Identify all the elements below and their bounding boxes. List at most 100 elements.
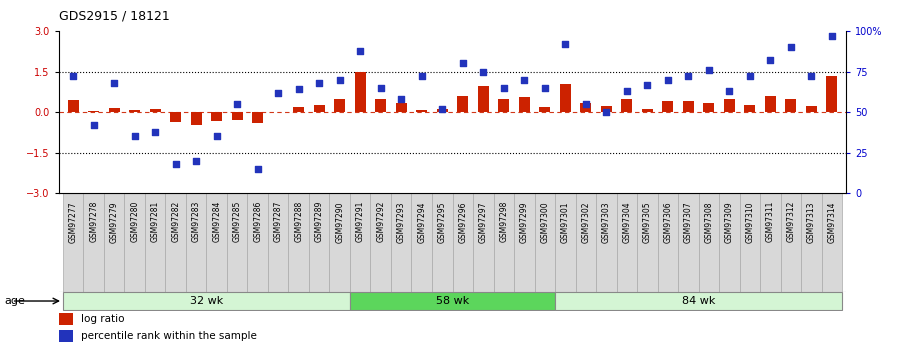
Point <box>168 161 183 167</box>
Text: 84 wk: 84 wk <box>681 296 715 306</box>
Bar <box>519 97 530 112</box>
Point <box>804 74 818 79</box>
Bar <box>416 110 427 112</box>
Point <box>824 33 839 39</box>
Point <box>578 101 593 107</box>
Point <box>538 85 552 91</box>
Bar <box>822 193 842 292</box>
Text: GSM97305: GSM97305 <box>643 201 652 243</box>
Bar <box>109 108 119 112</box>
Text: GSM97291: GSM97291 <box>356 201 365 243</box>
Bar <box>355 71 366 112</box>
Bar <box>166 193 186 292</box>
Bar <box>334 99 346 112</box>
Bar <box>252 112 263 123</box>
Bar <box>678 193 699 292</box>
Bar <box>88 111 100 112</box>
Bar <box>559 84 571 112</box>
Text: GSM97280: GSM97280 <box>130 201 139 243</box>
Bar <box>616 193 637 292</box>
Bar <box>59 313 73 325</box>
Bar <box>662 101 673 112</box>
Text: GSM97310: GSM97310 <box>746 201 754 243</box>
Point <box>681 74 696 79</box>
Bar <box>63 193 83 292</box>
Bar <box>601 106 612 112</box>
Point <box>353 48 367 53</box>
Text: GSM97302: GSM97302 <box>581 201 590 243</box>
Bar <box>186 193 206 292</box>
Bar <box>149 109 161 112</box>
Bar <box>145 193 166 292</box>
Bar <box>170 112 181 122</box>
Text: GSM97314: GSM97314 <box>827 201 836 243</box>
Text: GSM97279: GSM97279 <box>110 201 119 243</box>
Bar <box>412 193 432 292</box>
Text: GSM97296: GSM97296 <box>458 201 467 243</box>
Text: GSM97285: GSM97285 <box>233 201 242 243</box>
Bar <box>370 193 391 292</box>
Point <box>128 134 142 139</box>
Text: GSM97304: GSM97304 <box>623 201 632 243</box>
Bar <box>314 105 325 112</box>
Point <box>435 106 450 112</box>
Point <box>640 82 654 87</box>
Text: GSM97303: GSM97303 <box>602 201 611 243</box>
Point <box>312 80 327 86</box>
Text: GSM97292: GSM97292 <box>376 201 386 243</box>
Text: GSM97281: GSM97281 <box>151 201 159 242</box>
Bar <box>350 193 370 292</box>
Bar <box>555 193 576 292</box>
Bar <box>801 193 822 292</box>
Text: GSM97293: GSM97293 <box>396 201 405 243</box>
Bar <box>432 193 452 292</box>
Bar <box>375 99 386 112</box>
Text: GSM97301: GSM97301 <box>561 201 570 243</box>
Bar <box>247 193 268 292</box>
Bar <box>350 293 555 309</box>
Point <box>455 61 470 66</box>
Text: GSM97278: GSM97278 <box>90 201 98 243</box>
Bar <box>211 112 223 121</box>
Point <box>414 74 429 79</box>
Text: GSM97300: GSM97300 <box>540 201 549 243</box>
Text: age: age <box>5 296 25 306</box>
Bar <box>765 96 776 112</box>
Bar <box>473 193 493 292</box>
Text: GSM97284: GSM97284 <box>212 201 221 243</box>
Bar <box>498 99 510 112</box>
Bar <box>493 193 514 292</box>
Point <box>374 85 388 91</box>
Bar <box>391 193 412 292</box>
Bar <box>719 193 739 292</box>
Text: GSM97290: GSM97290 <box>335 201 344 243</box>
Text: GSM97294: GSM97294 <box>417 201 426 243</box>
Bar <box>452 193 473 292</box>
Bar <box>83 193 104 292</box>
Text: GSM97299: GSM97299 <box>519 201 529 243</box>
Bar <box>555 293 842 309</box>
Point <box>107 80 121 86</box>
Text: GDS2915 / 18121: GDS2915 / 18121 <box>59 9 169 22</box>
Bar <box>436 109 448 112</box>
Bar <box>309 193 329 292</box>
Bar <box>703 104 714 112</box>
Bar <box>59 330 73 342</box>
Point <box>743 74 757 79</box>
Bar <box>739 193 760 292</box>
Bar <box>576 193 596 292</box>
Point <box>497 85 511 91</box>
Point <box>517 77 531 82</box>
Point <box>148 129 162 134</box>
Bar <box>596 193 616 292</box>
Text: GSM97313: GSM97313 <box>807 201 815 243</box>
Point <box>722 88 737 94</box>
Bar <box>580 104 591 112</box>
Point <box>332 77 347 82</box>
Text: 58 wk: 58 wk <box>436 296 469 306</box>
Text: GSM97308: GSM97308 <box>704 201 713 243</box>
Text: GSM97289: GSM97289 <box>315 201 324 243</box>
Bar <box>104 193 125 292</box>
Bar <box>682 101 694 112</box>
Bar <box>129 110 140 112</box>
